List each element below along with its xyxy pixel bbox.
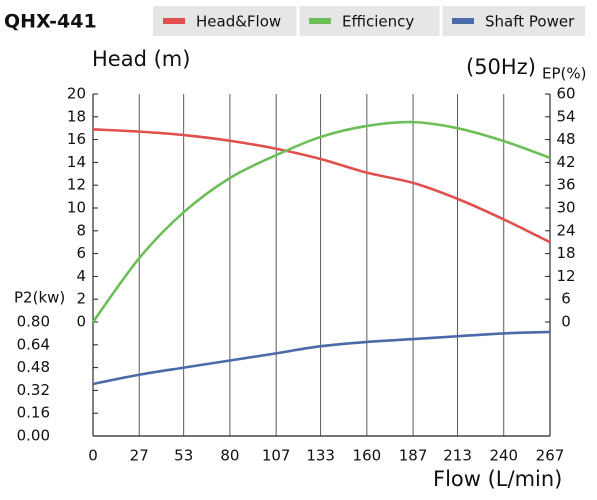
- y2-tick-label: 60: [556, 85, 575, 103]
- y-tick-label: 4: [76, 267, 86, 285]
- y-tick-label: 6: [76, 244, 86, 262]
- x-tick-label: 187: [399, 447, 428, 465]
- y3-tick-label: 0.16: [17, 404, 50, 422]
- y3-tick-label: 0.32: [17, 381, 50, 399]
- y3-axis-title: P2(kw): [14, 289, 65, 307]
- chart-title: QHX-441: [4, 11, 97, 33]
- y2-tick-label: 42: [556, 153, 575, 171]
- x-tick-label: 160: [353, 447, 382, 465]
- y-tick-label: 0: [76, 313, 86, 331]
- legend-swatch: [452, 18, 474, 24]
- y2-tick-label: 54: [556, 107, 575, 125]
- x-axis-title: Flow (L/min): [433, 467, 562, 491]
- y3-tick-label: 0.48: [17, 358, 50, 376]
- x-tick-label: 213: [443, 447, 472, 465]
- y-tick-label: 10: [67, 199, 86, 217]
- y3-tick-label: 0.64: [17, 335, 50, 353]
- x-tick-label: 80: [220, 447, 239, 465]
- x-tick-label: 240: [489, 447, 518, 465]
- y-tick-label: 16: [67, 130, 86, 148]
- y-axis-title: Head (m): [92, 47, 190, 71]
- y-tick-label: 2: [76, 290, 86, 308]
- y2-tick-label: 12: [556, 267, 575, 285]
- x-tick-label: 107: [262, 447, 291, 465]
- y-tick-label: 14: [67, 153, 86, 171]
- legend-label: Shaft Power: [485, 13, 575, 31]
- legend-box: [153, 6, 585, 36]
- y2-tick-label: 24: [556, 221, 575, 239]
- y2-tick-label: 18: [556, 244, 575, 262]
- series-line: [91, 120, 551, 323]
- y-tick-label: 20: [67, 85, 86, 103]
- legend-swatch: [309, 18, 331, 24]
- legend-swatch: [163, 18, 185, 24]
- y2-tick-label: 0: [561, 313, 571, 331]
- subtitle: (50Hz): [466, 55, 536, 79]
- x-tick-label: 0: [88, 447, 98, 465]
- y2-tick-label: 6: [561, 290, 571, 308]
- x-tick-label: 267: [536, 447, 565, 465]
- x-tick-label: 27: [130, 447, 149, 465]
- y2-axis-title: EP(%): [542, 65, 586, 83]
- legend-label: Head&Flow: [196, 13, 281, 31]
- legend-label: Efficiency: [342, 13, 414, 31]
- y-tick-label: 18: [67, 107, 86, 125]
- series-line: [92, 128, 551, 244]
- y3-tick-label: 0.80: [17, 313, 50, 331]
- y3-tick-label: 0.00: [17, 427, 50, 445]
- y2-tick-label: 30: [556, 199, 575, 217]
- series-line: [92, 330, 551, 386]
- y2-tick-label: 36: [556, 176, 575, 194]
- y-tick-label: 8: [76, 221, 86, 239]
- x-tick-label: 133: [306, 447, 335, 465]
- y-tick-label: 12: [67, 176, 86, 194]
- x-tick-label: 53: [174, 447, 193, 465]
- y2-tick-label: 48: [556, 130, 575, 148]
